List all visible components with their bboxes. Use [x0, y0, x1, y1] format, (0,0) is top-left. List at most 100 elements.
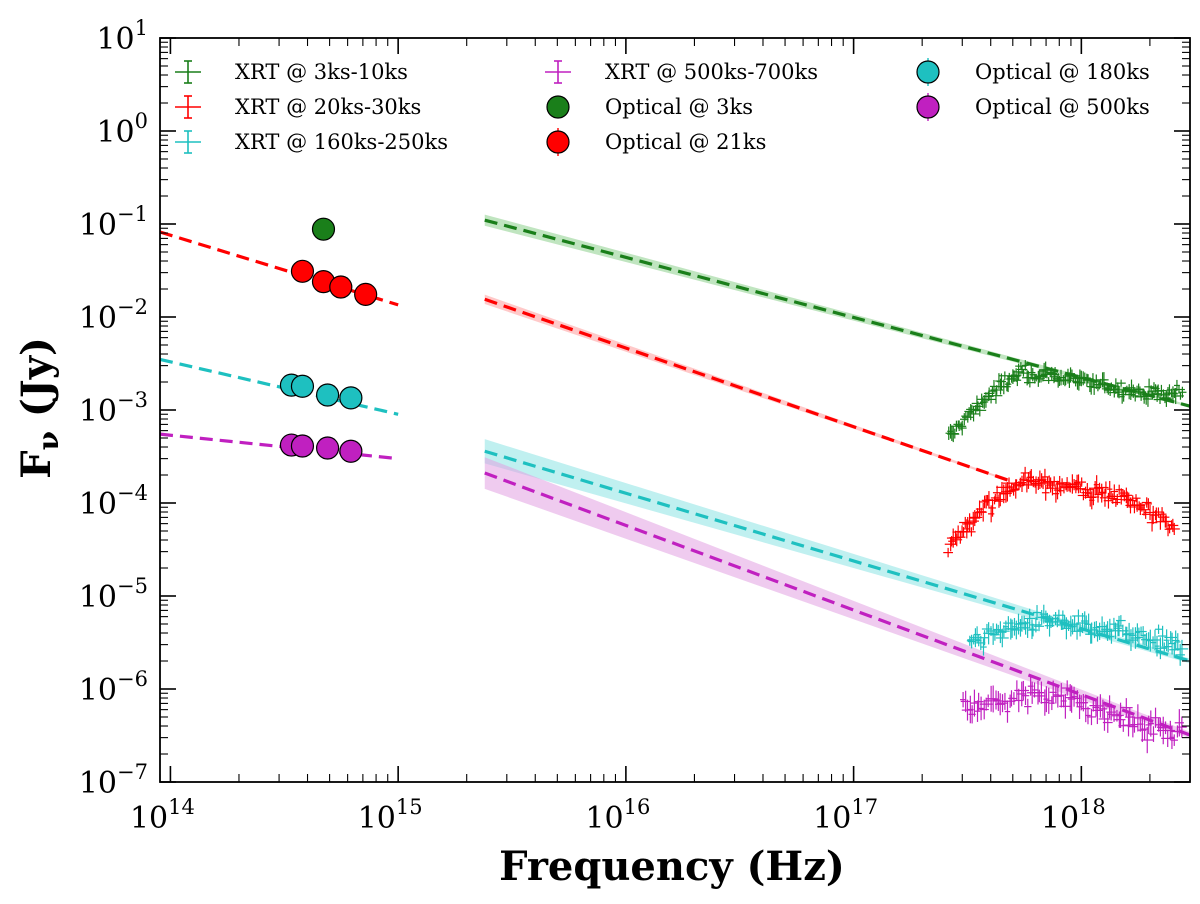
xrt-point-3ks-10ks: [1159, 392, 1171, 404]
xrt-point-160ks-250ks: [1164, 631, 1178, 644]
x-axis-label: Frequency (Hz): [499, 843, 845, 890]
xrt-point-20ks-30ks: [955, 530, 966, 544]
xrt-point-20ks-30ks: [1033, 470, 1047, 489]
xrt-point-160ks-250ks: [1163, 629, 1170, 652]
xrt-point-20ks-30ks: [1041, 484, 1050, 501]
xrt-point-3ks-10ks: [1127, 379, 1136, 397]
xrt-point-3ks-10ks: [1021, 360, 1029, 371]
xrt-point-500ks-700ks: [1102, 712, 1113, 733]
xrt-point-3ks-10ks: [973, 404, 987, 417]
xrt-point-500ks-700ks: [1169, 725, 1175, 750]
x-tick-label: 1017: [813, 795, 878, 836]
xrt-point-3ks-10ks: [955, 422, 967, 431]
optical-point-500ks-700ks: [290, 434, 315, 458]
xrt-point-3ks-10ks: [1121, 386, 1130, 396]
model-line-optical-500ks-700ks: [159, 432, 399, 461]
xrt-point-20ks-30ks: [1144, 498, 1152, 510]
xrt-point-160ks-250ks: [1052, 611, 1060, 626]
xrt-point-3ks-10ks: [1103, 382, 1111, 394]
xrt-point-20ks-30ks: [1052, 484, 1060, 503]
xrt-point-20ks-30ks: [944, 537, 957, 552]
xrt-point-500ks-700ks: [1085, 706, 1091, 725]
xrt-point-500ks-700ks: [1092, 698, 1100, 717]
xrt-point-500ks-700ks: [1024, 698, 1032, 715]
xrt-point-160ks-250ks: [1114, 620, 1123, 636]
model-line-optical-160ks-250ks: [159, 357, 399, 416]
xrt-point-3ks-10ks: [961, 411, 971, 421]
xrt-point-20ks-30ks: [1110, 484, 1119, 499]
y-tick-label: 10−6: [79, 667, 148, 708]
xrt-point-3ks-10ks: [957, 420, 967, 436]
xrt-point-500ks-700ks: [996, 694, 1009, 713]
xrt-point-500ks-700ks: [995, 693, 1006, 716]
axis-tick-labels: 1014 1015 1016 1017 1018 10−7 10−6 10−5 10−4 10−3…: [79, 16, 1106, 836]
xrt-point-500ks-700ks: [973, 692, 984, 711]
xrt-point-20ks-30ks: [961, 516, 974, 531]
xrt-point-500ks-700ks: [1087, 708, 1096, 726]
xrt-point-20ks-30ks: [1112, 493, 1122, 506]
xrt-point-500ks-700ks: [970, 689, 979, 717]
legend-item: Optical @ 500ks: [916, 93, 1150, 121]
legend-label: Optical @ 21ks: [605, 130, 766, 154]
xrt-point-160ks-250ks: [1164, 641, 1172, 653]
xrt-point-20ks-30ks: [1131, 494, 1141, 503]
xrt-point-20ks-30ks: [1120, 487, 1133, 504]
xrt-point-20ks-30ks: [1075, 484, 1086, 493]
xrt-point-500ks-700ks: [1021, 686, 1030, 706]
xrt-point-500ks-700ks: [1048, 696, 1055, 711]
legend-item: Optical @ 3ks: [546, 95, 753, 119]
x-tick-label: 1016: [585, 795, 650, 836]
xrt-point-20ks-30ks: [1168, 520, 1175, 530]
y-tick-label: 10−4: [79, 481, 148, 522]
xrt-point-500ks-700ks: [1033, 689, 1046, 703]
legend-label: XRT @ 160ks-250ks: [235, 130, 448, 154]
legend-item: XRT @ 160ks-250ks: [175, 130, 448, 154]
xrt-point-160ks-250ks: [1147, 629, 1154, 652]
xrt-point-500ks-700ks: [987, 685, 999, 713]
xrt-point-500ks-700ks: [1149, 726, 1158, 742]
xrt-point-3ks-10ks: [1178, 386, 1187, 398]
model-uncertainty-bands: [484, 214, 1190, 739]
optical-point-20ks-30ks: [354, 282, 378, 306]
xrt-point-3ks-10ks: [1027, 365, 1036, 380]
xrt-point-500ks-700ks: [1119, 698, 1133, 718]
y-tick-label: 10−2: [79, 295, 148, 336]
xrt-point-160ks-250ks: [1061, 617, 1071, 640]
xrt-point-3ks-10ks: [1116, 379, 1126, 387]
legend-label: Optical @ 500ks: [975, 95, 1150, 119]
xrt-point-160ks-250ks: [1158, 625, 1168, 647]
xrt-point-20ks-30ks: [1138, 503, 1150, 516]
xrt-point-160ks-250ks: [1155, 624, 1163, 634]
legend: XRT @ 3ks-10ks XRT @ 20ks-30ks XRT @ 160ks…: [175, 58, 1150, 156]
xrt-point-3ks-10ks: [980, 395, 989, 409]
xrt-point-160ks-250ks: [1175, 633, 1181, 651]
xrt-point-500ks-700ks: [1170, 734, 1178, 746]
xrt-point-160ks-250ks: [1071, 622, 1083, 640]
xrt-point-500ks-700ks: [1065, 684, 1075, 712]
xrt-point-20ks-30ks: [1041, 468, 1049, 485]
xrt-point-20ks-30ks: [995, 494, 1003, 508]
xrt-point-3ks-10ks: [1068, 369, 1076, 378]
xrt-point-20ks-30ks: [943, 547, 953, 558]
xrt-point-20ks-30ks: [1001, 482, 1014, 502]
xrt-point-3ks-10ks: [962, 411, 974, 423]
xrt-point-500ks-700ks: [1004, 700, 1011, 723]
xrt-point-20ks-30ks: [1135, 502, 1145, 516]
y-axis-label: Fν (Jy): [13, 337, 65, 479]
xrt-point-20ks-30ks: [1168, 522, 1180, 536]
xrt-point-160ks-250ks: [981, 623, 993, 635]
xrt-point-20ks-30ks: [1103, 481, 1109, 494]
xrt-point-3ks-10ks: [988, 386, 997, 397]
xrt-point-3ks-10ks: [1050, 370, 1058, 384]
xrt-point-3ks-10ks: [1160, 391, 1173, 407]
y-axis-label-sub: ν: [32, 431, 65, 450]
xrt-point-20ks-30ks: [1087, 488, 1100, 506]
xrt-point-20ks-30ks: [1008, 484, 1019, 496]
xrt-point-20ks-30ks: [1018, 475, 1026, 493]
xrt-point-500ks-700ks: [1017, 681, 1027, 707]
xrt-point-500ks-700ks: [1117, 702, 1124, 728]
xrt-point-3ks-10ks: [1023, 377, 1036, 388]
optical-point-160ks-250ks: [290, 374, 315, 398]
xrt-point-3ks-10ks: [1043, 377, 1055, 384]
xrt-point-20ks-30ks: [967, 527, 976, 537]
